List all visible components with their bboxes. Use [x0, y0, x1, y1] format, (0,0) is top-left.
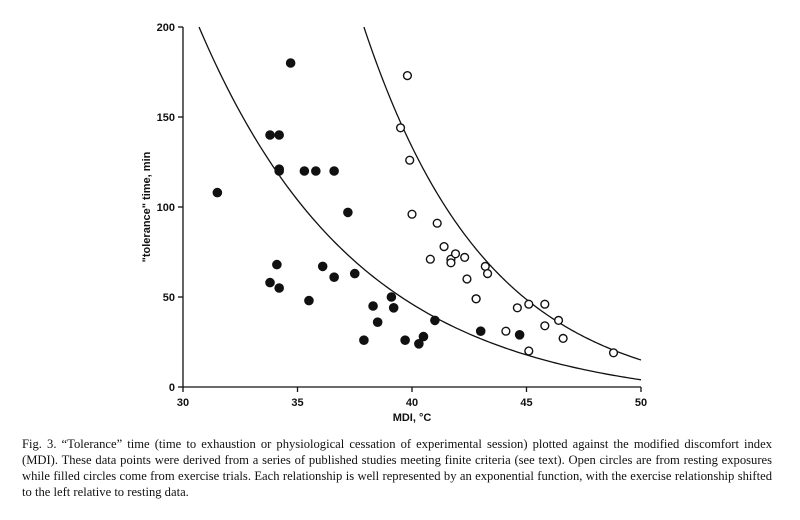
filled-circle-point [299, 166, 310, 176]
filled-circle-point [317, 261, 328, 272]
open-circle-point [460, 252, 470, 263]
scatter-chart: 0 50 100 150 200 30 35 40 45 50 MDI, °C "toleranc… [141, 22, 647, 424]
exercise-fit-curve [198, 26, 642, 381]
open-circle-point [553, 315, 564, 326]
open-circle-point [405, 155, 415, 165]
open-circle-point [439, 242, 449, 252]
filled-circle-point [418, 331, 429, 342]
y-tick-label: 50 [163, 292, 175, 304]
filled-circle-point [272, 259, 282, 270]
figure-caption: Fig. 3. “Tolerance” time (time to exhaus… [22, 437, 772, 499]
open-circle-point [558, 333, 568, 344]
open-circle-point [462, 274, 472, 284]
resting-fit-curve [363, 26, 642, 361]
open-circle-point [425, 254, 435, 264]
y-tick-label: 0 [169, 382, 175, 394]
x-tick-label: 50 [635, 397, 647, 409]
filled-circle-point [274, 130, 284, 140]
filled-circle-point [475, 326, 486, 337]
open-circle-point [471, 294, 481, 304]
filled-circle-point [274, 283, 284, 293]
filled-circle-point [430, 315, 440, 326]
open-circle-point [540, 299, 550, 309]
filled-circle-point [265, 130, 275, 140]
filled-circle-point [400, 335, 410, 346]
open-circle-point [540, 321, 550, 331]
filled-circle-point [304, 295, 314, 306]
open-circle-point [501, 326, 511, 336]
filled-circle-point [388, 303, 399, 313]
chart-axes: 0 50 100 150 200 30 35 40 45 50 [157, 22, 647, 409]
open-circle-point [524, 299, 534, 309]
data-points [212, 58, 619, 358]
filled-circle-point [349, 268, 360, 279]
y-axis-label: "tolerance" time, min [141, 151, 153, 262]
open-circle-point [512, 303, 522, 313]
y-tick-label: 200 [157, 22, 175, 34]
filled-circle-point [514, 330, 525, 340]
x-axis-label: MDI, °C [393, 412, 432, 424]
y-tick-label: 150 [157, 112, 175, 124]
filled-circle-point [343, 207, 353, 218]
filled-circle-point [285, 58, 296, 68]
x-tick-label: 30 [177, 397, 189, 409]
open-circle-point [395, 123, 406, 133]
filled-circle-point [274, 166, 284, 176]
x-tick-label: 35 [291, 397, 303, 409]
open-circle-point [608, 348, 619, 358]
filled-circle-point [329, 166, 339, 176]
filled-circle-point [212, 187, 223, 198]
open-circle-point [432, 218, 442, 228]
filled-circle-point [386, 292, 397, 302]
filled-circle-point [329, 272, 339, 283]
filled-circle-point [372, 317, 383, 328]
filled-circle-point [368, 301, 378, 311]
open-circle-point [524, 346, 534, 356]
y-tick-label: 100 [157, 202, 175, 214]
open-circle-point [450, 249, 461, 259]
open-circle-point [482, 269, 493, 279]
open-circle-point [402, 70, 413, 81]
filled-circle-point [265, 277, 275, 288]
filled-circle-point [414, 339, 424, 349]
x-tick-label: 40 [406, 397, 418, 409]
filled-circle-point [359, 335, 369, 346]
filled-circle-point [311, 166, 321, 176]
open-circle-point [407, 209, 417, 219]
x-tick-label: 45 [520, 397, 532, 409]
fit-curves [198, 26, 642, 381]
open-circle-point [446, 258, 456, 268]
